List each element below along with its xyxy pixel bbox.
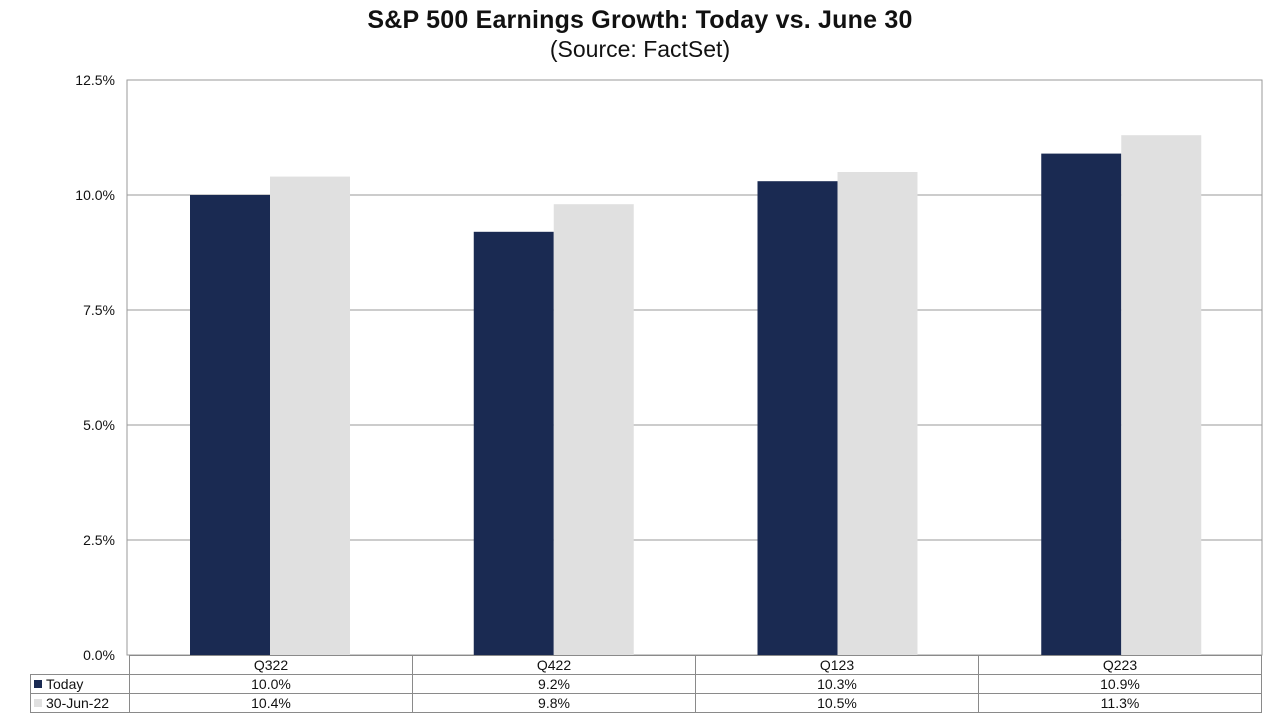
legend-entry-june30: 30-Jun-22 [30,693,130,713]
category-label: Q223 [978,655,1262,675]
legend-label: Today [46,676,84,692]
bar-today-q422 [473,231,554,656]
chart-title: S&P 500 Earnings Growth: Today vs. June … [367,6,913,34]
data-label: 11.3% [978,693,1262,713]
y-tick-label: 7.5% [83,302,115,318]
y-tick-label: 12.5% [75,72,115,88]
category-label: Q322 [129,655,413,675]
bar-today-q322 [190,195,270,655]
legend-swatch-today [34,680,42,688]
bar-today-q123 [757,181,838,655]
data-label: 10.5% [695,693,979,713]
legend-label: 30-Jun-22 [46,695,110,711]
bar-30-jun-22-q422 [553,204,634,655]
y-tick-label: 5.0% [83,417,115,433]
data-table: Q322 Q422 Q123 Q223 Today 10.0% 9.2% 10.… [30,655,1262,713]
data-table-corner [30,655,130,675]
legend-swatch-june30 [34,699,42,707]
y-tick-label: 2.5% [83,532,115,548]
data-label: 9.2% [412,674,696,694]
bar-30-jun-22-q123 [837,172,918,655]
bar-today-q223 [1041,153,1122,655]
data-label: 10.3% [695,674,979,694]
data-label: 9.8% [412,693,696,713]
chart-subtitle: (Source: FactSet) [549,36,731,62]
data-label: 10.0% [129,674,413,694]
category-label: Q123 [695,655,979,675]
y-tick-label: 10.0% [75,187,115,203]
legend-entry-today: Today [30,674,130,694]
data-label: 10.4% [129,693,413,713]
bar-30-jun-22-q322 [270,176,350,655]
data-table-row-june30: 30-Jun-22 10.4% 9.8% 10.5% 11.3% [30,693,1262,713]
data-table-header-row: Q322 Q422 Q123 Q223 [30,655,1262,675]
bar-30-jun-22-q223 [1121,135,1202,655]
data-table-row-today: Today 10.0% 9.2% 10.3% 10.9% [30,674,1262,694]
data-label: 10.9% [978,674,1262,694]
category-label: Q422 [412,655,696,675]
